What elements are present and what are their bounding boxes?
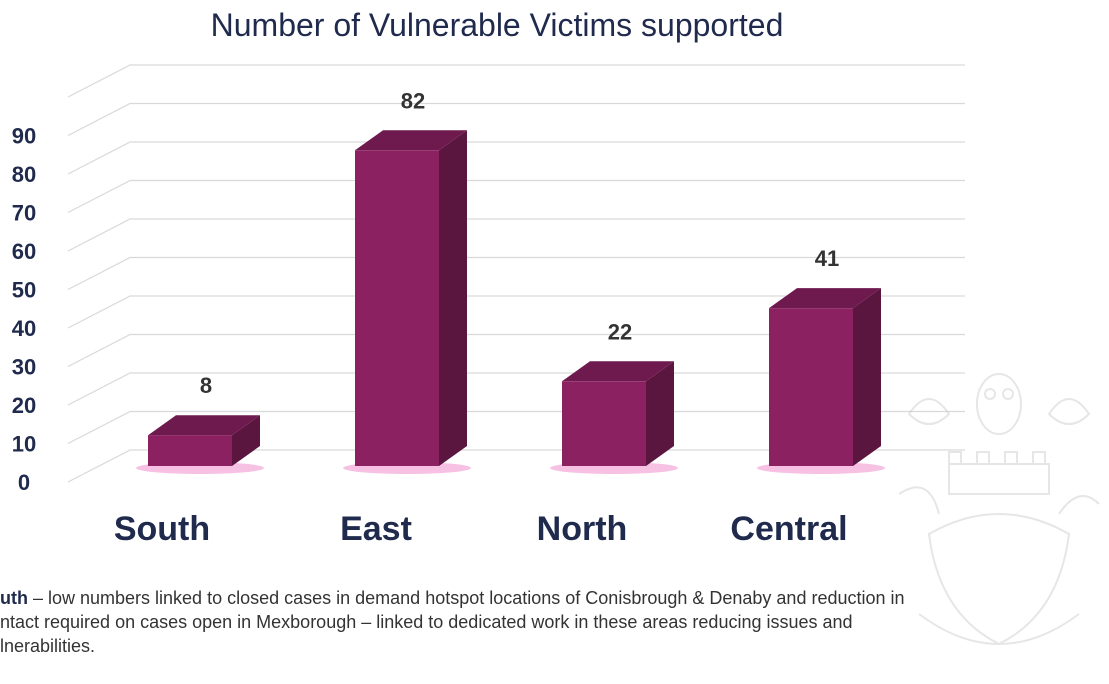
gridline-30 — [67, 333, 965, 368]
y-tick-label: 80 — [12, 162, 36, 187]
footnote-lead: uth — [0, 588, 28, 608]
data-label-north: 22 — [608, 319, 632, 344]
gridline-10 — [67, 410, 965, 445]
y-tick-label: 70 — [12, 201, 36, 226]
y-axis-ticks: 0 10 20 30 40 50 60 70 80 90 — [12, 124, 36, 496]
bar-top-east — [355, 130, 467, 151]
gridline-100 — [67, 64, 965, 98]
x-tick-label-central: Central — [730, 510, 847, 548]
bars: 8 82 22 41 — [136, 88, 885, 474]
bar-chart: Number of Vulnerable Victims supported 0… — [12, 7, 965, 548]
y-tick-label: 90 — [12, 124, 36, 149]
gridline-20 — [67, 372, 965, 406]
chart-title: Number of Vulnerable Victims supported — [211, 7, 784, 43]
y-tick-label: 50 — [12, 278, 36, 303]
y-tick-label: 0 — [18, 470, 30, 495]
bar-top-north — [562, 361, 674, 382]
bar-top-south — [148, 415, 260, 436]
y-tick-label: 40 — [12, 316, 36, 341]
bar-side-north — [646, 361, 674, 466]
gridline-70 — [67, 179, 965, 214]
x-axis-ticks: South East North Central — [114, 510, 848, 548]
crest-watermark-icon — [898, 373, 1100, 646]
y-tick-label: 30 — [12, 355, 36, 380]
y-tick-label: 60 — [12, 239, 36, 264]
bar-central — [769, 308, 853, 466]
x-tick-label-south: South — [114, 510, 210, 548]
x-tick-label-east: East — [340, 510, 412, 548]
x-tick-label-north: North — [537, 510, 628, 548]
bar-side-south — [232, 415, 260, 466]
gridline-60 — [67, 218, 965, 252]
gridline-40 — [67, 295, 965, 329]
gridlines — [67, 64, 965, 483]
y-tick-label: 10 — [12, 432, 36, 457]
data-label-central: 41 — [815, 246, 839, 271]
bar-top-central — [769, 288, 881, 309]
gridline-80 — [67, 141, 965, 175]
gridline-90 — [67, 102, 965, 137]
bar-east — [355, 150, 439, 467]
footnote-text: – low numbers linked to closed cases in … — [0, 588, 905, 656]
y-tick-label: 20 — [12, 393, 36, 418]
footnote: uth – low numbers linked to closed cases… — [0, 586, 1090, 662]
bar-north — [562, 381, 646, 466]
bar-side-central — [853, 288, 881, 466]
gridline-50 — [67, 256, 965, 291]
data-label-east: 82 — [401, 88, 425, 113]
bar-side-east — [439, 130, 467, 467]
bar-south — [148, 435, 232, 466]
data-label-south: 8 — [200, 373, 212, 398]
gridline-0 — [67, 449, 965, 483]
